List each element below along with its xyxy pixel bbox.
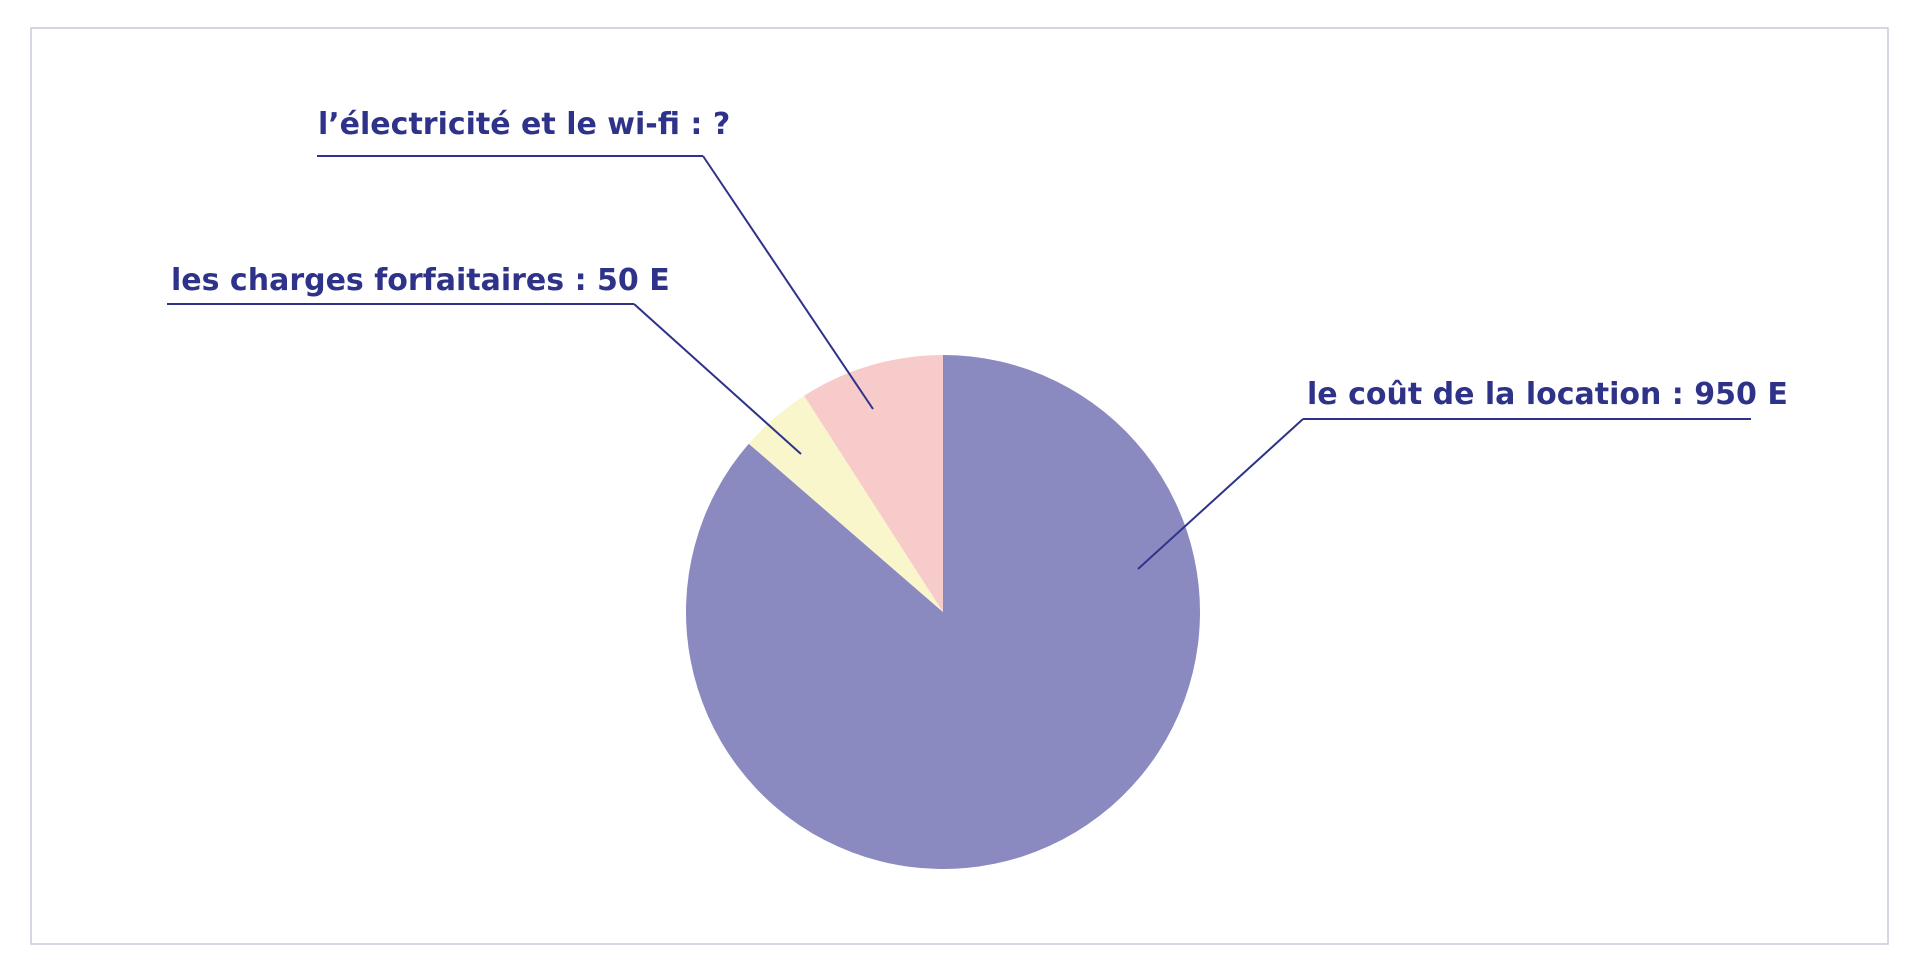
pie-slice <box>804 355 943 612</box>
slice-label: les charges forfaitaires : 50 E <box>171 263 670 298</box>
leader-line <box>702 155 874 410</box>
slice-label: le coût de la location : 950 E <box>1307 377 1788 412</box>
slice-label: l’électricité et le wi-fi : ? <box>318 107 730 142</box>
leader-line <box>633 303 802 455</box>
leader-line <box>1137 418 1304 570</box>
